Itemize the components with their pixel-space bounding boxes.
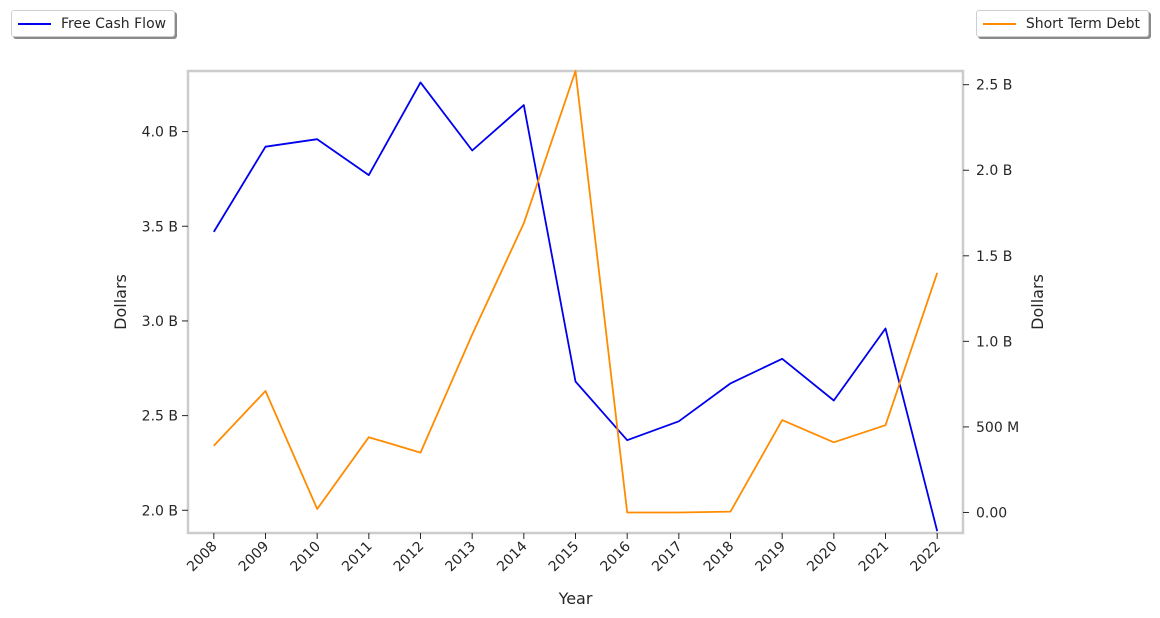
legend-short-term-debt: Short Term Debt (975, 10, 1149, 37)
x-tick-label: 2018 (701, 539, 738, 576)
y-left-tick-label: 3.5 B (142, 219, 178, 235)
x-tick-label: 2016 (597, 538, 634, 575)
series-line-short-term-debt (213, 70, 939, 514)
y-right-tick-label: 0.00 (976, 505, 1007, 521)
x-tick-label: 2021 (856, 539, 893, 576)
x-tick-label: 2020 (804, 539, 841, 576)
y-left-tick-label: 3.0 B (142, 314, 178, 330)
x-tick-label: 2017 (649, 539, 686, 576)
series-line-free-cash-flow (213, 81, 939, 532)
x-tick-label: 2013 (442, 539, 479, 576)
x-tick-label: 2011 (339, 539, 376, 576)
y-right-tick-label: 1.0 B (976, 334, 1012, 350)
y-left-tick-label: 2.0 B (142, 503, 178, 519)
x-axis-label: Year (558, 589, 593, 608)
legend-label-free-cash-flow: Free Cash Flow (61, 15, 167, 32)
x-tick-label: 2012 (391, 539, 428, 576)
x-tick-label: 2009 (236, 539, 273, 576)
y-right-tick-label: 1.5 B (976, 249, 1012, 265)
y-right-tick-label: 2.5 B (976, 78, 1012, 94)
legend-swatch-short-term-debt (982, 22, 1016, 25)
x-tick-label: 2019 (752, 539, 789, 576)
legend-swatch-free-cash-flow (18, 22, 51, 25)
x-tick-label: 2014 (494, 538, 531, 575)
legend-free-cash-flow: Free Cash Flow (11, 10, 176, 37)
x-tick-label: 2010 (287, 539, 324, 576)
y-right-axis-label: Dollars (1028, 274, 1047, 330)
y-right-tick-label: 2.0 B (976, 163, 1012, 179)
y-left-tick-label: 4.0 B (142, 125, 178, 141)
y-right-tick-label: 500 M (976, 420, 1019, 436)
x-tick-label: 2008 (184, 539, 221, 576)
y-left-axis-label: Dollars (111, 274, 130, 330)
x-tick-label: 2022 (907, 539, 944, 576)
legend-label-short-term-debt: Short Term Debt (1025, 15, 1140, 32)
x-tick-label: 2015 (546, 539, 583, 576)
y-left-tick-label: 2.5 B (142, 409, 178, 425)
